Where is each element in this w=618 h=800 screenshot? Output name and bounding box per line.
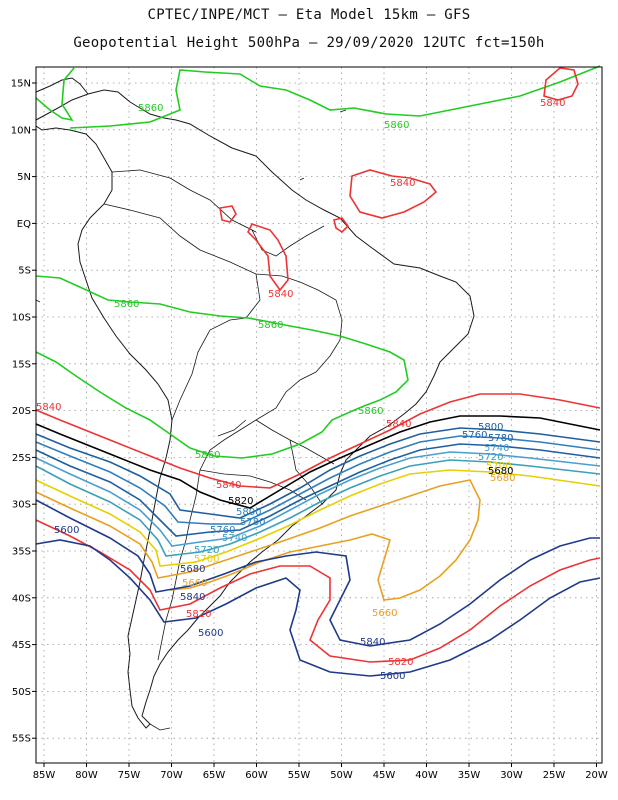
contour-label: 5680 <box>488 466 513 477</box>
contour-label: 5740 <box>222 533 247 544</box>
map-title: CPTEC/INPE/MCT – Eta Model 15km – GFS <box>147 7 471 23</box>
lon-label: 30W <box>500 770 523 781</box>
contour-label: 5660 <box>182 578 207 589</box>
contour-5860-north <box>35 65 601 129</box>
contour-5820 <box>35 415 601 509</box>
contour-label: 5860 <box>384 120 409 131</box>
contour-5700 <box>35 469 601 567</box>
contour-label: 5800 <box>478 422 503 433</box>
lon-label: 70W <box>160 770 183 781</box>
contour-label: 5680 <box>180 564 205 575</box>
contour-5720 <box>35 459 601 557</box>
contour-label: 5760 <box>462 430 487 441</box>
islands <box>35 109 347 731</box>
contour-label: 5840 <box>390 178 415 189</box>
lon-label: 50W <box>330 770 353 781</box>
contour-label: 5680 <box>490 473 515 484</box>
lat-label: 15S <box>12 359 31 370</box>
lon-label: 65W <box>203 770 226 781</box>
contour-label: 5860 <box>195 450 220 461</box>
contour-label: 5600 <box>54 525 79 536</box>
lon-label: 60W <box>245 770 268 781</box>
lat-label: 20S <box>12 406 31 417</box>
contour-label: 5840 <box>180 592 205 603</box>
lon-label: 40W <box>415 770 438 781</box>
contour-label: 5840 <box>268 289 293 300</box>
contour-label: 5600 <box>380 671 405 682</box>
lat-label: 10N <box>11 125 31 136</box>
contour-label: 5600 <box>198 628 223 639</box>
map-subtitle: Geopotential Height 500hPa – 29/09/2020 … <box>73 35 545 51</box>
contour-label: 5840 <box>540 98 565 109</box>
lon-label: 55W <box>288 770 311 781</box>
longitude-labels: 85W 80W 75W 70W 65W 60W 55W 50W 45W 40W 35W 30W 25W 2… <box>33 770 608 781</box>
lat-label: EQ <box>17 219 31 230</box>
contour-label: 5860 <box>138 103 163 114</box>
south-america-coastline <box>35 89 475 729</box>
contour-5780 <box>35 435 601 525</box>
lon-label: 35W <box>458 770 481 781</box>
contour-label: 5840 <box>360 637 385 648</box>
height-contours <box>35 65 601 677</box>
lon-label: 75W <box>118 770 141 781</box>
contour-5840-east <box>349 67 579 219</box>
lon-label: 45W <box>373 770 396 781</box>
contour-label: 5740 <box>484 443 509 454</box>
contour-label: 5720 <box>194 545 219 556</box>
contour-label: 5840 <box>36 402 61 413</box>
contour-label: 5780 <box>488 433 513 444</box>
lon-label: 80W <box>75 770 98 781</box>
contour-label: 5780 <box>240 517 265 528</box>
contour-label: 5820 <box>186 609 211 620</box>
contour-5660 <box>35 499 600 647</box>
central-america-coast <box>35 77 89 95</box>
contour-label-group: 5860 5860 5860 5860 5860 5860 5840 5840 … <box>36 98 565 682</box>
lat-label: 50S <box>12 687 31 698</box>
lon-label: 25W <box>543 770 566 781</box>
contour-5760 <box>35 443 601 537</box>
lat-label: 55S <box>12 734 31 745</box>
contour-5840-north-left <box>219 205 350 292</box>
contour-label: 5700 <box>486 461 511 472</box>
lat-label: 5N <box>17 172 31 183</box>
contour-label: 5660 <box>372 608 397 619</box>
contour-label: 5860 <box>258 320 283 331</box>
contour-5680 <box>35 479 481 601</box>
contour-label: 5860 <box>114 299 139 310</box>
contour-label: 5860 <box>358 406 383 417</box>
contour-5800 <box>35 427 601 519</box>
contour-5620 <box>35 539 601 677</box>
contour-label: 5820 <box>228 496 253 507</box>
contour-label: 5820 <box>388 657 413 668</box>
latitude-labels: 15N 10N 5N EQ 5S 10S 15S 20S 25S 30S 35S 40S 45S 50S 5… <box>11 79 31 745</box>
contour-label: 5760 <box>210 525 235 536</box>
lat-label: 30S <box>12 500 31 511</box>
axis-ticks <box>32 82 597 767</box>
map-frame <box>35 66 603 764</box>
lat-label: 45S <box>12 640 31 651</box>
contour-label: 5840 <box>386 419 411 430</box>
lat-label: 5S <box>18 266 31 277</box>
contour-label: 5700 <box>194 554 219 565</box>
lat-label: 25S <box>12 453 31 464</box>
lat-label: 40S <box>12 593 31 604</box>
contour-label: 5800 <box>236 507 261 518</box>
lon-label: 20W <box>585 770 608 781</box>
lat-label: 35S <box>12 547 31 558</box>
lon-label: 85W <box>33 770 56 781</box>
contour-label: 5840 <box>216 480 241 491</box>
contour-5640 <box>35 519 601 663</box>
lat-label: 15N <box>11 79 31 90</box>
contour-5860-central <box>35 275 409 459</box>
contour-label: 5720 <box>478 452 503 463</box>
contour-5840 <box>35 393 601 489</box>
coastline-and-borders <box>35 77 475 731</box>
contour-5740 <box>35 451 601 547</box>
lat-label: 10S <box>12 313 31 324</box>
